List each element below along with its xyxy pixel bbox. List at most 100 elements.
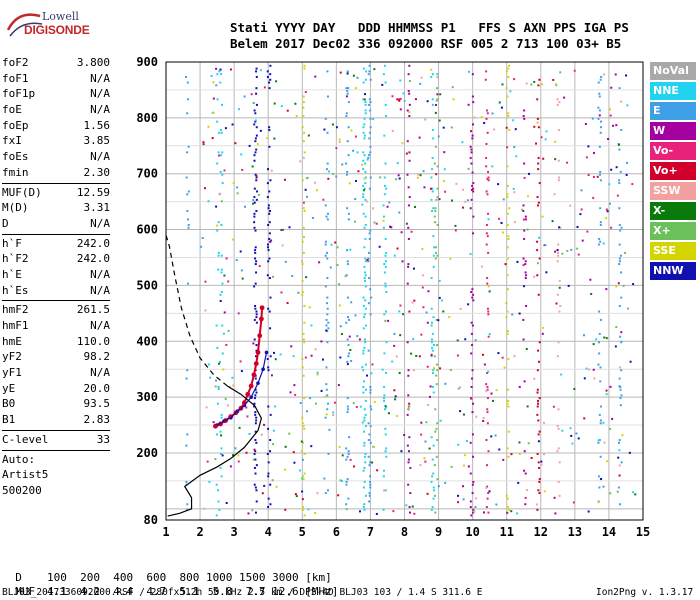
parameter-divider bbox=[2, 300, 110, 302]
echo-point bbox=[381, 83, 384, 86]
echo-point bbox=[219, 293, 222, 296]
echo-point bbox=[385, 406, 388, 409]
echo-point bbox=[314, 512, 317, 515]
echo-point bbox=[290, 345, 293, 348]
echo-point bbox=[330, 243, 333, 246]
echo-point bbox=[364, 162, 367, 165]
echo-point bbox=[618, 87, 621, 90]
echo-point bbox=[369, 126, 372, 129]
echo-point bbox=[324, 243, 327, 246]
parameter-row: hmE 110.0 bbox=[2, 335, 110, 351]
echo-point bbox=[435, 318, 438, 321]
echo-point bbox=[254, 439, 257, 442]
echo-point bbox=[420, 333, 423, 336]
echo-point bbox=[364, 324, 367, 327]
echo-point bbox=[432, 369, 435, 372]
echo-point bbox=[345, 112, 348, 115]
echo-point bbox=[365, 388, 368, 391]
echo-point bbox=[497, 183, 500, 186]
echo-point bbox=[411, 505, 414, 508]
echo-point bbox=[597, 501, 600, 504]
echo-point bbox=[255, 416, 258, 419]
echo-point bbox=[371, 363, 374, 366]
echo-point bbox=[383, 385, 386, 388]
echo-point bbox=[372, 207, 375, 210]
echo-point bbox=[506, 212, 509, 215]
echo-point bbox=[536, 508, 539, 511]
echo-point bbox=[495, 389, 498, 392]
echo-point bbox=[324, 395, 327, 398]
echo-point bbox=[506, 310, 509, 313]
echo-point bbox=[556, 450, 559, 453]
echo-point bbox=[432, 371, 435, 374]
echo-point bbox=[253, 159, 256, 162]
echo-point bbox=[486, 307, 489, 310]
echo-point bbox=[371, 461, 374, 464]
echo-point bbox=[435, 99, 438, 102]
echo-point bbox=[436, 422, 439, 425]
echo-point bbox=[494, 434, 497, 437]
echo-point bbox=[480, 116, 483, 119]
echo-point bbox=[362, 159, 365, 162]
echo-point bbox=[620, 331, 623, 334]
echo-point bbox=[347, 126, 350, 129]
echo-point bbox=[522, 218, 525, 221]
legend-item: Vo+ bbox=[650, 162, 696, 180]
echo-point bbox=[472, 123, 475, 126]
echo-point bbox=[301, 490, 304, 493]
echo-point bbox=[409, 466, 412, 469]
echo-point bbox=[367, 439, 370, 442]
echo-point bbox=[345, 321, 348, 324]
echo-point bbox=[390, 226, 393, 229]
echo-point bbox=[506, 165, 509, 168]
echo-point bbox=[332, 414, 335, 417]
echo-point bbox=[598, 439, 601, 442]
echo-point bbox=[185, 480, 188, 483]
echo-point bbox=[438, 280, 441, 283]
echo-point bbox=[422, 170, 425, 173]
echo-point bbox=[294, 102, 297, 105]
x-tick-label: 1 bbox=[162, 525, 169, 539]
echo-point bbox=[301, 358, 304, 361]
echo-point bbox=[413, 512, 416, 515]
echo-point bbox=[210, 74, 213, 77]
echo-point bbox=[219, 192, 222, 195]
echo-point bbox=[406, 173, 409, 176]
echo-point bbox=[254, 511, 257, 514]
echo-point bbox=[507, 237, 510, 240]
echo-point bbox=[245, 406, 248, 409]
echo-point bbox=[472, 293, 475, 296]
echo-point bbox=[370, 408, 373, 411]
echo-point bbox=[268, 277, 271, 280]
echo-point bbox=[241, 277, 244, 280]
echo-point bbox=[212, 111, 215, 114]
parameter-name: hmF1 bbox=[2, 319, 29, 332]
echo-point bbox=[508, 207, 511, 210]
echo-point bbox=[217, 385, 220, 388]
echo-point bbox=[220, 254, 223, 257]
echo-point bbox=[324, 204, 327, 207]
echo-point bbox=[186, 193, 189, 196]
echo-point bbox=[400, 450, 403, 453]
echo-point bbox=[441, 299, 444, 302]
echo-point bbox=[340, 333, 343, 336]
echo-point bbox=[618, 474, 621, 477]
echo-point bbox=[253, 483, 256, 486]
echo-point bbox=[431, 332, 434, 335]
echo-point bbox=[513, 191, 516, 194]
echo-point bbox=[292, 451, 295, 454]
echo-point bbox=[355, 179, 358, 182]
echo-point bbox=[408, 405, 411, 408]
echo-point bbox=[382, 215, 385, 218]
echo-point bbox=[384, 237, 387, 240]
echo-point bbox=[511, 313, 514, 316]
parameter-value: 98.2 bbox=[83, 350, 111, 364]
echo-point bbox=[279, 353, 282, 356]
echo-point bbox=[486, 485, 489, 488]
echo-point bbox=[536, 391, 539, 394]
echo-point bbox=[507, 455, 510, 458]
echo-point bbox=[203, 187, 206, 190]
echo-point bbox=[345, 115, 348, 118]
echo-point bbox=[437, 319, 440, 322]
parameter-value: 242.0 bbox=[76, 252, 110, 266]
